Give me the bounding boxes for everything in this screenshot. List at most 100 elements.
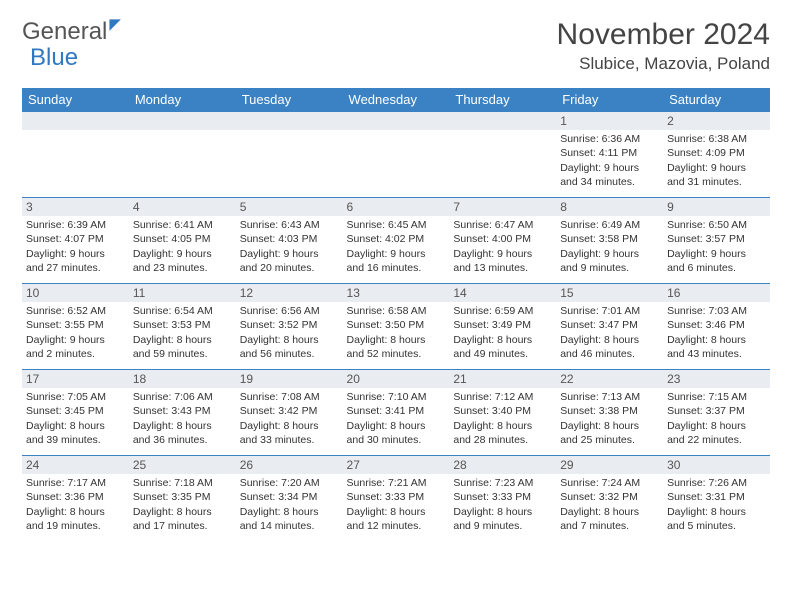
calendar-cell: 27 Sunrise: 7:21 AMSunset: 3:33 PMDayligh… <box>343 456 450 542</box>
day-info: Sunrise: 6:45 AMSunset: 4:02 PMDaylight:… <box>347 218 446 275</box>
calendar-cell: 18 Sunrise: 7:06 AMSunset: 3:43 PMDayligh… <box>129 370 236 456</box>
calendar-cell: 14 Sunrise: 6:59 AMSunset: 3:49 PMDayligh… <box>449 284 556 370</box>
day-info: Sunrise: 7:01 AMSunset: 3:47 PMDaylight:… <box>560 304 659 361</box>
calendar-cell: 29 Sunrise: 7:24 AMSunset: 3:32 PMDayligh… <box>556 456 663 542</box>
day-number: 22 <box>556 370 663 388</box>
day-number: 13 <box>343 284 450 302</box>
logo-text-blue: Blue <box>30 44 78 72</box>
location-label: Slubice, Mazovia, Poland <box>557 54 770 74</box>
day-info: Sunrise: 7:03 AMSunset: 3:46 PMDaylight:… <box>667 304 766 361</box>
day-number: 5 <box>236 198 343 216</box>
calendar-cell: 22 Sunrise: 7:13 AMSunset: 3:38 PMDayligh… <box>556 370 663 456</box>
day-number: 7 <box>449 198 556 216</box>
calendar-row: 17 Sunrise: 7:05 AMSunset: 3:45 PMDayligh… <box>22 370 770 456</box>
day-info: Sunrise: 6:50 AMSunset: 3:57 PMDaylight:… <box>667 218 766 275</box>
calendar-cell: 21Sunrise: 7:12 AMSunset: 3:40 PMDayligh… <box>449 370 556 456</box>
calendar-cell <box>343 112 450 198</box>
day-info: Sunrise: 7:13 AMSunset: 3:38 PMDaylight:… <box>560 390 659 447</box>
logo-text-general: General <box>22 18 107 46</box>
day-info: Sunrise: 7:17 AMSunset: 3:36 PMDaylight:… <box>26 476 125 533</box>
col-thursday: Thursday <box>449 88 556 112</box>
day-info: Sunrise: 7:15 AMSunset: 3:37 PMDaylight:… <box>667 390 766 447</box>
calendar-cell: 24 Sunrise: 7:17 AMSunset: 3:36 PMDayligh… <box>22 456 129 542</box>
day-info: Sunrise: 6:39 AMSunset: 4:07 PMDaylight:… <box>26 218 125 275</box>
calendar-cell: 3 Sunrise: 6:39 AMSunset: 4:07 PMDaylight… <box>22 198 129 284</box>
calendar-cell: 10 Sunrise: 6:52 AMSunset: 3:55 PMDayligh… <box>22 284 129 370</box>
day-info: Sunrise: 6:58 AMSunset: 3:50 PMDaylight:… <box>347 304 446 361</box>
day-info: Sunrise: 6:38 AMSunset: 4:09 PMDaylight:… <box>667 132 766 189</box>
day-info: Sunrise: 6:56 AMSunset: 3:52 PMDaylight:… <box>240 304 339 361</box>
calendar-row: 3 Sunrise: 6:39 AMSunset: 4:07 PMDaylight… <box>22 198 770 284</box>
day-number: 11 <box>129 284 236 302</box>
day-number: 14 <box>449 284 556 302</box>
day-number: 12 <box>236 284 343 302</box>
calendar-cell: 17 Sunrise: 7:05 AMSunset: 3:45 PMDayligh… <box>22 370 129 456</box>
calendar-cell: 26 Sunrise: 7:20 AMSunset: 3:34 PMDayligh… <box>236 456 343 542</box>
day-info: Sunrise: 7:21 AMSunset: 3:33 PMDaylight:… <box>347 476 446 533</box>
day-info: Sunrise: 6:52 AMSunset: 3:55 PMDaylight:… <box>26 304 125 361</box>
calendar-cell: 20 Sunrise: 7:10 AMSunset: 3:41 PMDayligh… <box>343 370 450 456</box>
day-number: 4 <box>129 198 236 216</box>
calendar-cell: 5 Sunrise: 6:43 AMSunset: 4:03 PMDaylight… <box>236 198 343 284</box>
calendar-row: 24 Sunrise: 7:17 AMSunset: 3:36 PMDayligh… <box>22 456 770 542</box>
calendar-cell: 7Sunrise: 6:47 AMSunset: 4:00 PMDaylight… <box>449 198 556 284</box>
day-info: Sunrise: 7:20 AMSunset: 3:34 PMDaylight:… <box>240 476 339 533</box>
day-number: 27 <box>343 456 450 474</box>
calendar-cell: 19 Sunrise: 7:08 AMSunset: 3:42 PMDayligh… <box>236 370 343 456</box>
day-info: Sunrise: 6:59 AMSunset: 3:49 PMDaylight:… <box>453 304 552 361</box>
empty-daynum <box>236 112 343 130</box>
day-info: Sunrise: 7:10 AMSunset: 3:41 PMDaylight:… <box>347 390 446 447</box>
day-number: 28 <box>449 456 556 474</box>
calendar-cell: 15Sunrise: 7:01 AMSunset: 3:47 PMDayligh… <box>556 284 663 370</box>
day-info: Sunrise: 7:24 AMSunset: 3:32 PMDaylight:… <box>560 476 659 533</box>
calendar-cell: 12 Sunrise: 6:56 AMSunset: 3:52 PMDayligh… <box>236 284 343 370</box>
day-number: 3 <box>22 198 129 216</box>
calendar-cell: 9Sunrise: 6:50 AMSunset: 3:57 PMDaylight… <box>663 198 770 284</box>
calendar-cell: 28 Sunrise: 7:23 AMSunset: 3:33 PMDayligh… <box>449 456 556 542</box>
calendar-cell: 11 Sunrise: 6:54 AMSunset: 3:53 PMDayligh… <box>129 284 236 370</box>
calendar-cell: 16Sunrise: 7:03 AMSunset: 3:46 PMDayligh… <box>663 284 770 370</box>
day-number: 19 <box>236 370 343 388</box>
calendar-cell <box>129 112 236 198</box>
calendar-cell <box>22 112 129 198</box>
day-number: 24 <box>22 456 129 474</box>
calendar-row: 10 Sunrise: 6:52 AMSunset: 3:55 PMDayligh… <box>22 284 770 370</box>
day-info: Sunrise: 6:43 AMSunset: 4:03 PMDaylight:… <box>240 218 339 275</box>
empty-daynum <box>449 112 556 130</box>
empty-daynum <box>22 112 129 130</box>
logo: General◤ <box>22 18 123 46</box>
day-number: 8 <box>556 198 663 216</box>
day-info: Sunrise: 7:06 AMSunset: 3:43 PMDaylight:… <box>133 390 232 447</box>
day-number: 18 <box>129 370 236 388</box>
day-number: 29 <box>556 456 663 474</box>
day-number: 17 <box>22 370 129 388</box>
title-block: November 2024 Slubice, Mazovia, Poland <box>557 18 770 74</box>
day-info: Sunrise: 7:05 AMSunset: 3:45 PMDaylight:… <box>26 390 125 447</box>
calendar-cell <box>449 112 556 198</box>
weekday-header-row: Sunday Monday Tuesday Wednesday Thursday… <box>22 88 770 112</box>
day-number: 23 <box>663 370 770 388</box>
day-info: Sunrise: 7:08 AMSunset: 3:42 PMDaylight:… <box>240 390 339 447</box>
day-number: 20 <box>343 370 450 388</box>
col-sunday: Sunday <box>22 88 129 112</box>
day-number: 26 <box>236 456 343 474</box>
day-info: Sunrise: 6:54 AMSunset: 3:53 PMDaylight:… <box>133 304 232 361</box>
day-number: 10 <box>22 284 129 302</box>
calendar-cell: 1Sunrise: 6:36 AMSunset: 4:11 PMDaylight… <box>556 112 663 198</box>
day-info: Sunrise: 6:41 AMSunset: 4:05 PMDaylight:… <box>133 218 232 275</box>
empty-daynum <box>343 112 450 130</box>
calendar-cell: 6 Sunrise: 6:45 AMSunset: 4:02 PMDaylight… <box>343 198 450 284</box>
day-number: 6 <box>343 198 450 216</box>
col-saturday: Saturday <box>663 88 770 112</box>
col-monday: Monday <box>129 88 236 112</box>
col-tuesday: Tuesday <box>236 88 343 112</box>
day-info: Sunrise: 7:18 AMSunset: 3:35 PMDaylight:… <box>133 476 232 533</box>
header: General◤ November 2024 Slubice, Mazovia,… <box>22 18 770 74</box>
calendar-cell: 25Sunrise: 7:18 AMSunset: 3:35 PMDayligh… <box>129 456 236 542</box>
calendar-row: 1Sunrise: 6:36 AMSunset: 4:11 PMDaylight… <box>22 112 770 198</box>
calendar-cell: 4 Sunrise: 6:41 AMSunset: 4:05 PMDaylight… <box>129 198 236 284</box>
calendar-cell: 13 Sunrise: 6:58 AMSunset: 3:50 PMDayligh… <box>343 284 450 370</box>
logo-triangle-icon: ◤ <box>109 15 121 33</box>
day-number: 30 <box>663 456 770 474</box>
day-info: Sunrise: 7:23 AMSunset: 3:33 PMDaylight:… <box>453 476 552 533</box>
